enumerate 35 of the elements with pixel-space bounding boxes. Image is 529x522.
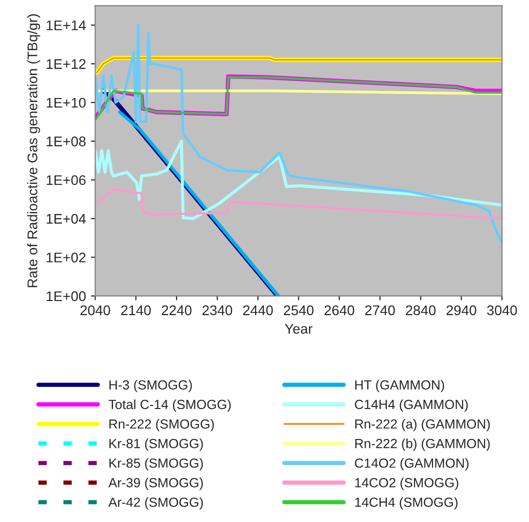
x-axis-title: Year	[284, 324, 312, 334]
x-tick-label: 2140	[121, 305, 151, 316]
legend-label: Kr-85 (SMOGG)	[109, 458, 203, 470]
x-tick-label: 2540	[284, 305, 314, 316]
x-tick-label: 2640	[324, 305, 354, 316]
legend-label: Rn-222 (a) (GAMMON)	[355, 419, 490, 432]
x-tick-label: 2940	[446, 305, 476, 316]
legend-label: Rn-222 (b) (GAMMON)	[355, 438, 490, 451]
legend-label: H-3 (SMOGG)	[109, 380, 192, 392]
y-tick-label: 1E+00	[46, 291, 86, 302]
x-tick-label: 2440	[243, 305, 273, 316]
y-tick-label: 1E+10	[46, 98, 86, 108]
legend-label: Ar-42 (SMOGG)	[108, 497, 203, 510]
legend-label: 14CO2 (SMOGG)	[355, 478, 458, 490]
legend-label: C14O2 (GAMMON)	[354, 458, 468, 470]
y-tick-label: 1E+14	[46, 20, 86, 30]
x-tick-label: 2840	[406, 305, 436, 316]
legend-label: Total C-14 (SMOGG)	[108, 399, 231, 412]
legend-label: Rn-222 (SMOGG)	[109, 419, 214, 432]
legend-label: 14CH4 (SMOGG)	[355, 497, 458, 510]
legend-label: Ar-39 (SMOGG)	[108, 478, 203, 490]
x-tick-label: 2740	[365, 305, 395, 316]
y-tick-label: 1E+08	[46, 136, 86, 146]
x-tick-label: 2240	[162, 305, 192, 316]
y-tick-label: 1E+02	[46, 252, 86, 262]
legend-label: Kr-81 (SMOGG)	[109, 438, 203, 451]
y-tick-label: 1E+06	[46, 175, 86, 186]
x-tick-label: 3040	[487, 305, 517, 316]
y-axis-title: Rate of Radioactive Gas generation (TBq/gr)	[27, 14, 40, 288]
x-tick-label: 2340	[202, 305, 232, 316]
y-tick-label: 1E+12	[46, 59, 86, 69]
legend-label: C14H4 (GAMMON)	[354, 399, 468, 412]
y-tick-label: 1E+04	[46, 214, 86, 224]
x-tick-label: 2040	[80, 305, 110, 316]
legend-label: HT (GAMMON)	[355, 380, 444, 392]
